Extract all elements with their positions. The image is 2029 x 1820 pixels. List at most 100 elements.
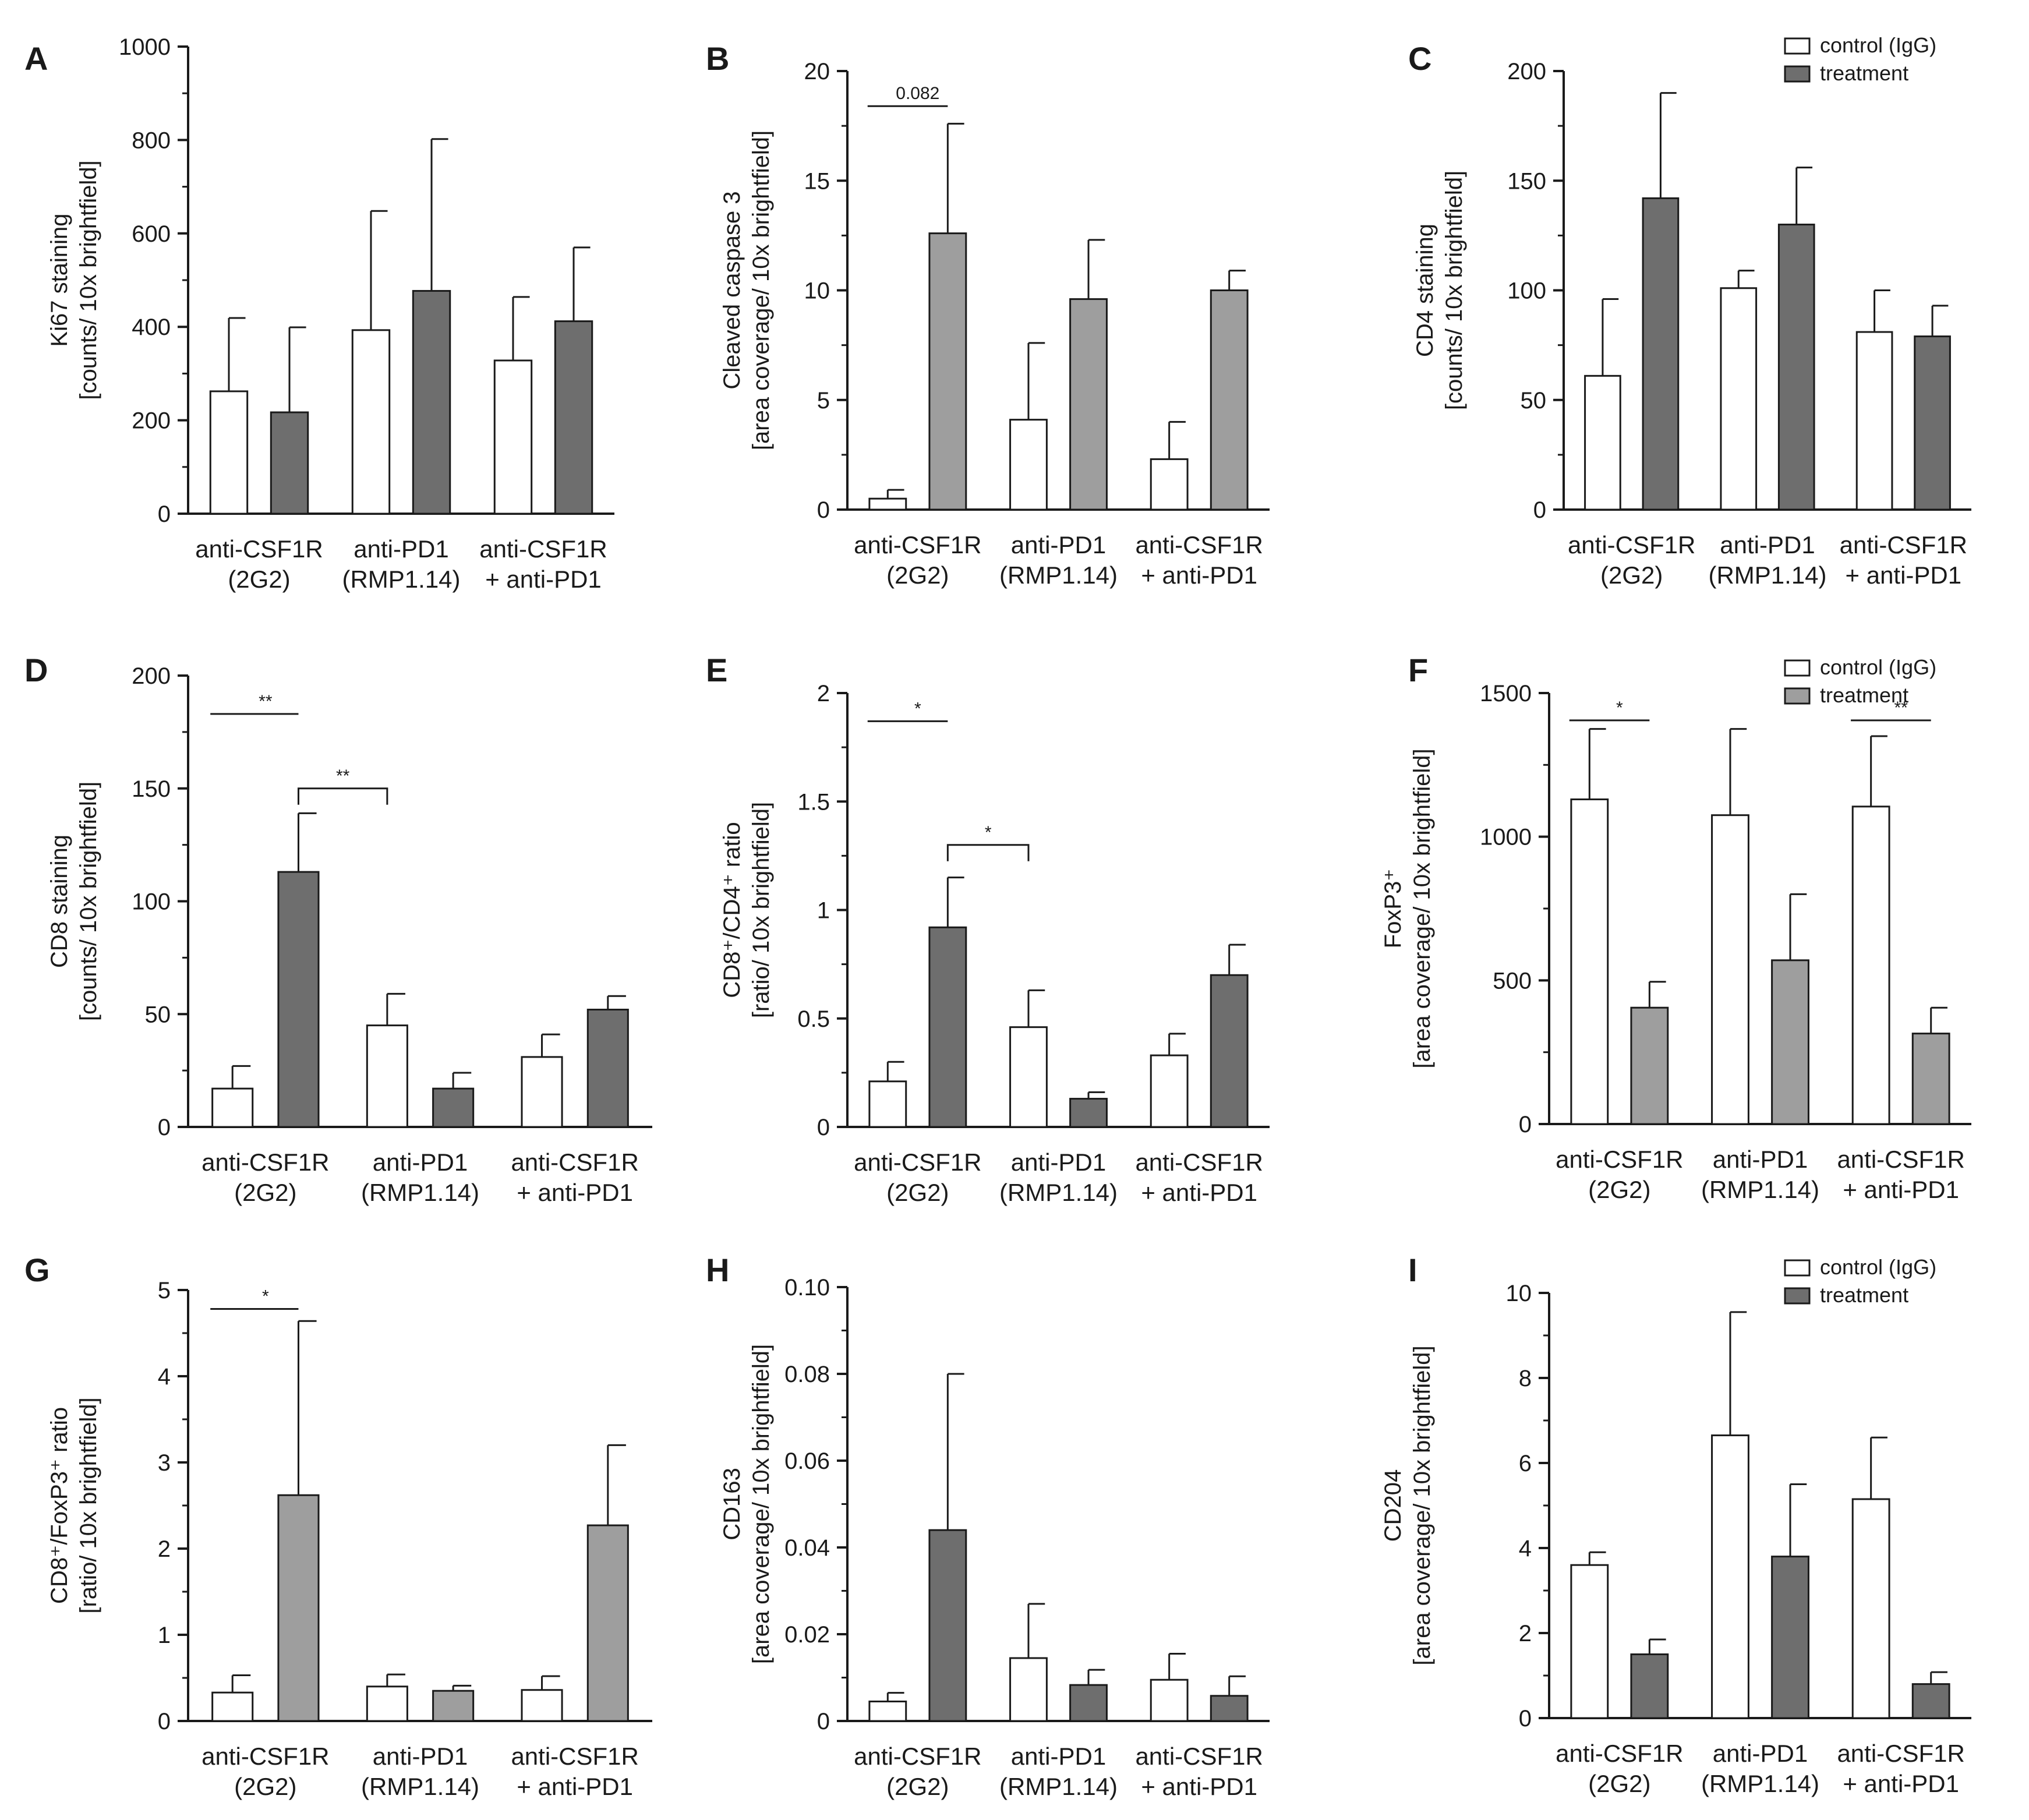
bar-treatment: [1642, 197, 1680, 511]
significance-label: **: [336, 766, 350, 786]
y-tick-label: 4: [1519, 1536, 1532, 1561]
legend-swatch-control: [1784, 37, 1811, 55]
y-tick-label: 500: [1493, 968, 1532, 994]
category-label-line-1: anti-CSF1R: [1135, 531, 1263, 559]
bar-control: [351, 329, 391, 515]
y-tick-label: 800: [132, 128, 171, 153]
category-label-line-2: (2G2): [228, 566, 290, 593]
bar-control: [521, 1056, 563, 1128]
category-label-line-2: (RMP1.14): [361, 1773, 479, 1800]
bar-control: [1855, 331, 1893, 511]
panel-letter: F: [1408, 652, 1428, 688]
bar-control: [1851, 1498, 1890, 1719]
bar-treatment: [1914, 335, 1951, 511]
category-label-line-1: anti-CSF1R: [854, 1743, 981, 1770]
y-axis-label-line-2: [ratio/ 10x brightfield]: [748, 802, 774, 1018]
category-label-line-1: anti-CSF1R: [1837, 1740, 1964, 1767]
bar-treatment: [1777, 224, 1815, 511]
category-label-line-2: (RMP1.14): [999, 561, 1118, 589]
category-label-line-2: (RMP1.14): [342, 566, 460, 593]
y-tick-label: 0.06: [784, 1448, 830, 1474]
bar-treatment: [1911, 1683, 1950, 1719]
category-label-line-2: (RMP1.14): [999, 1179, 1118, 1206]
bar-control: [868, 1080, 907, 1128]
y-tick-label: 5: [158, 1278, 171, 1303]
y-tick-label: 3: [158, 1450, 171, 1476]
y-axis-label-line-2: [area coverage/ 10x brightfield]: [1409, 748, 1435, 1068]
category-label-line-1: anti-CSF1R: [1135, 1743, 1263, 1770]
y-tick-label: 1: [158, 1623, 171, 1648]
category-label-line-2: (2G2): [234, 1773, 296, 1800]
category-label-line-2: (RMP1.14): [1701, 1770, 1819, 1797]
category-label-line-1: anti-PD1: [1713, 1740, 1808, 1767]
panel-c: C 0 50 100 150 200 CD4 staining [counts/ 10x br…: [1408, 33, 1971, 589]
significance-bracket: [297, 787, 388, 805]
y-tick-label: 0: [817, 1115, 830, 1140]
category-label-line-2: (RMP1.14): [1701, 1176, 1819, 1203]
y-tick-label: 1: [817, 898, 830, 924]
y-tick-label: 10: [1506, 1281, 1532, 1306]
bar-treatment: [1069, 1684, 1108, 1722]
y-tick-label: 0: [817, 497, 830, 523]
y-axis-label: CD163 [area coverage/ 10x brightfield]: [719, 1344, 774, 1664]
y-tick-label: 1000: [119, 34, 171, 60]
panel-letter: C: [1408, 40, 1431, 77]
y-tick-label: 100: [132, 889, 171, 915]
category-label-line-1: anti-CSF1R: [1840, 531, 1967, 559]
y-tick-label: 8: [1519, 1366, 1532, 1391]
bar-control: [1570, 1564, 1609, 1719]
bar-treatment: [1210, 974, 1249, 1128]
y-tick-label: 0: [1519, 1112, 1532, 1137]
y-tick-label: 4: [158, 1364, 171, 1390]
panel-letter: H: [706, 1252, 729, 1288]
y-tick-label: 0: [817, 1709, 830, 1734]
y-axis-label-line-1: Cleaved caspase 3: [719, 191, 745, 389]
bar-treatment: [277, 871, 320, 1128]
legend-label-control: control (IgG): [1820, 33, 1936, 57]
y-axis-label-line-1: Ki67 staining: [47, 213, 72, 347]
category-label-line-2: + anti-PD1: [1846, 561, 1962, 589]
category-label-line-2: + anti-PD1: [1843, 1770, 1959, 1797]
panel-e: E 0 0.5 1 1.5 2 CD8⁺/CD4⁺ ratio [ratio/ 10x bri…: [706, 652, 1270, 1206]
y-tick-label: 200: [1507, 59, 1546, 84]
significance-label: **: [259, 692, 273, 711]
y-axis-label-line-2: [counts/ 10x brightfield]: [76, 160, 101, 400]
y-tick-label: 5: [817, 388, 830, 414]
y-tick-label: 0: [1519, 1706, 1532, 1731]
legend-label-control: control (IgG): [1820, 655, 1936, 679]
category-label-line-2: + anti-PD1: [1141, 561, 1257, 589]
legend-swatch-treatment: [1784, 65, 1811, 83]
y-tick-label: 600: [132, 221, 171, 247]
bar-treatment: [928, 232, 967, 511]
y-tick-label: 50: [1521, 388, 1547, 414]
y-axis-label: CD8⁺/CD4⁺ ratio [ratio/ 10x brightfield]: [719, 802, 774, 1018]
category-label-line-1: anti-CSF1R: [511, 1148, 638, 1176]
legend-swatch-treatment: [1784, 687, 1811, 705]
bar-control: [366, 1685, 408, 1722]
panel-f: F 0 500 1000 1500 FoxP3⁺ [area coverage/ 10x b…: [1380, 652, 1971, 1203]
category-label-line-2: (2G2): [1600, 561, 1663, 589]
y-tick-label: 1.5: [797, 789, 830, 815]
y-tick-label: 0.08: [784, 1362, 830, 1387]
y-tick-label: 1000: [1480, 825, 1532, 850]
y-tick-label: 6: [1519, 1451, 1532, 1476]
bar-control: [366, 1024, 408, 1128]
bar-treatment: [1771, 959, 1809, 1125]
category-label-line-1: anti-PD1: [373, 1743, 468, 1770]
legend-swatch-treatment: [1784, 1287, 1811, 1305]
bar-treatment: [554, 320, 593, 515]
legend-swatch-control: [1784, 1259, 1811, 1277]
y-axis-label: CD8⁺/FoxP3⁺ ratio [ratio/ 10x brightfield…: [47, 1397, 101, 1613]
bar-treatment: [1630, 1006, 1669, 1125]
category-label-line-2: + anti-PD1: [1141, 1179, 1257, 1206]
y-tick-label: 0.10: [784, 1275, 830, 1300]
y-tick-label: 1500: [1480, 681, 1532, 706]
category-label-line-1: anti-PD1: [1011, 1148, 1106, 1176]
y-tick-label: 0.5: [797, 1006, 830, 1032]
legend-label-control: control (IgG): [1820, 1255, 1936, 1279]
y-axis-label: Ki67 staining [counts/ 10x brightfield]: [47, 160, 101, 400]
bar-treatment: [1210, 289, 1249, 511]
bar-control: [1711, 1434, 1749, 1719]
category-label-line-1: anti-PD1: [1011, 531, 1106, 559]
